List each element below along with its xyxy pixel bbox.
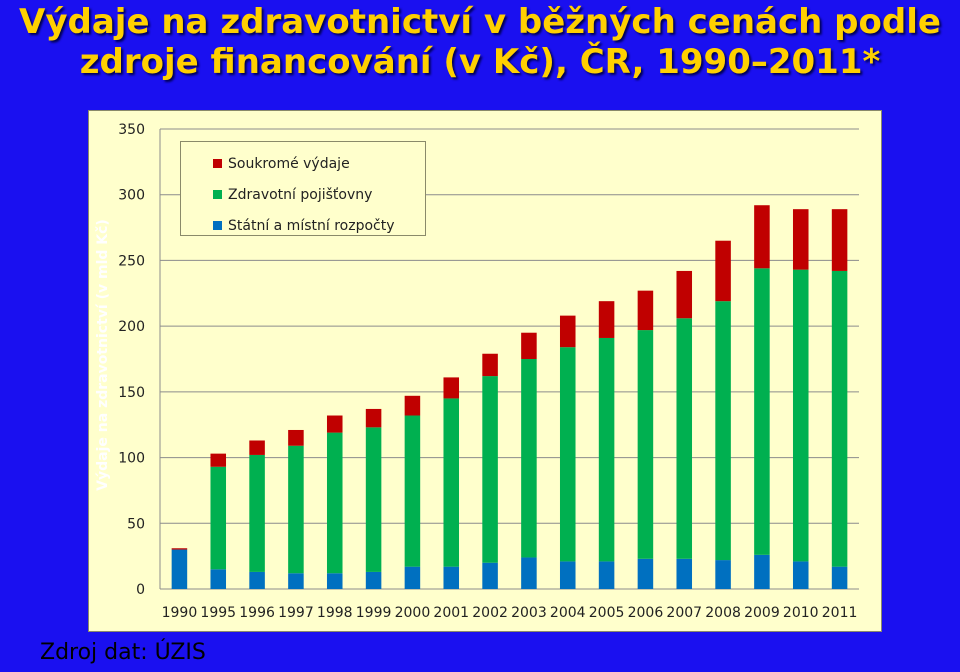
x-tick-label: 1999 — [356, 605, 392, 621]
x-tick-label: 2000 — [395, 605, 431, 621]
x-tick-label: 1998 — [317, 605, 353, 621]
bar-private-1995 — [210, 453, 227, 467]
bar-private-2001 — [443, 377, 460, 399]
bar-state-2003 — [521, 557, 537, 589]
bar-insurance-2001 — [443, 398, 460, 567]
bar-state-1990 — [171, 549, 188, 589]
x-tick-label: 1990 — [162, 605, 198, 621]
chart-legend: Soukromé výdaje Zdravotní pojišťovny Stá… — [180, 141, 426, 236]
bar-state-2009 — [754, 554, 770, 589]
x-tick-label: 2004 — [550, 605, 586, 621]
x-tick-label: 2009 — [744, 605, 780, 621]
bar-private-2009 — [754, 205, 770, 269]
bar-state-1998 — [326, 573, 343, 589]
bar-private-2003 — [521, 332, 537, 359]
bar-state-2001 — [443, 566, 460, 589]
bar-insurance-1997 — [288, 445, 304, 574]
bar-insurance-2004 — [559, 347, 576, 562]
bar-private-2011 — [831, 209, 848, 271]
x-tick-label: 2011 — [822, 605, 858, 621]
bar-private-1998 — [326, 415, 343, 433]
bar-private-1990 — [171, 548, 188, 550]
x-tick-label: 2008 — [705, 605, 741, 621]
bar-private-2000 — [404, 395, 421, 416]
legend-item-state: Státní a místní rozpočty — [181, 210, 425, 241]
y-tick-label: 300 — [118, 188, 145, 204]
x-tick-label: 1995 — [200, 605, 236, 621]
bar-private-2007 — [676, 270, 693, 319]
bar-state-2010 — [792, 561, 809, 589]
legend-label-private: Soukromé výdaje — [228, 155, 350, 172]
bar-state-1996 — [249, 571, 265, 589]
bar-state-2002 — [482, 562, 498, 589]
legend-swatch-insurance — [213, 190, 222, 199]
bar-state-2008 — [715, 560, 731, 589]
bar-insurance-2005 — [598, 337, 615, 562]
bar-insurance-1995 — [210, 466, 227, 570]
bar-insurance-2010 — [792, 269, 809, 562]
y-tick-label: 250 — [118, 253, 145, 269]
bar-insurance-1998 — [326, 432, 343, 574]
y-tick-label: 100 — [118, 451, 145, 467]
bar-state-2011 — [831, 566, 848, 589]
y-axis-label: Výdaje na zdravotnictví (v mld Kč) — [95, 219, 111, 491]
x-tick-label: 1996 — [239, 605, 275, 621]
legend-swatch-private — [213, 159, 222, 168]
bar-insurance-2006 — [637, 330, 654, 559]
bar-private-2005 — [598, 301, 615, 338]
y-tick-label: 0 — [136, 582, 145, 598]
bar-insurance-1999 — [365, 427, 382, 572]
bar-insurance-2011 — [831, 270, 848, 567]
page-title: Výdaje na zdravotnictví v běžných cenách… — [0, 2, 960, 82]
legend-item-private: Soukromé výdaje — [181, 148, 425, 179]
y-tick-label: 150 — [118, 385, 145, 401]
source-note: Zdroj dat: ÚZIS — [40, 640, 206, 665]
x-tick-label: 2010 — [783, 605, 819, 621]
bar-private-1997 — [288, 429, 304, 446]
x-tick-label: 2001 — [433, 605, 469, 621]
bar-private-1999 — [365, 408, 382, 428]
x-tick-label: 2006 — [628, 605, 664, 621]
legend-label-state: Státní a místní rozpočty — [228, 217, 395, 234]
x-tick-label: 2002 — [472, 605, 508, 621]
x-tick-label: 2003 — [511, 605, 547, 621]
bar-state-1997 — [288, 573, 304, 589]
bar-insurance-1996 — [249, 454, 265, 572]
bar-insurance-2007 — [676, 318, 693, 559]
legend-label-insurance: Zdravotní pojišťovny — [228, 186, 373, 203]
legend-item-insurance: Zdravotní pojišťovny — [181, 179, 425, 210]
y-tick-label: 350 — [118, 122, 145, 138]
bar-state-2007 — [676, 558, 693, 589]
x-tick-label: 2007 — [666, 605, 702, 621]
bar-private-2004 — [559, 315, 576, 348]
legend-swatch-state — [213, 221, 222, 230]
bar-state-2006 — [637, 558, 654, 589]
bar-insurance-2002 — [482, 376, 498, 563]
title-line-1: Výdaje na zdravotnictví v běžných cenách… — [19, 2, 941, 42]
bar-private-2010 — [792, 209, 809, 270]
bar-state-2000 — [404, 566, 421, 589]
title-line-2: zdroje financování (v Kč), ČR, 1990–2011… — [79, 42, 881, 82]
bar-insurance-2008 — [715, 301, 731, 561]
y-tick-label: 200 — [118, 319, 145, 335]
bar-state-2005 — [598, 561, 615, 589]
bar-state-1999 — [365, 571, 382, 589]
bar-private-2006 — [637, 290, 654, 331]
chart-panel: 0 50 100 150 200 250 300 350 1990 1995 1996 1997 199… — [88, 110, 882, 632]
bar-insurance-2000 — [404, 415, 421, 567]
x-tick-label: 1997 — [278, 605, 314, 621]
bar-state-2004 — [559, 561, 576, 589]
bar-private-1996 — [249, 440, 265, 455]
bar-state-1995 — [210, 569, 227, 589]
bar-private-2008 — [715, 240, 731, 302]
bar-insurance-2003 — [521, 359, 537, 558]
bar-private-2002 — [482, 353, 498, 377]
y-tick-label: 50 — [127, 516, 145, 532]
x-tick-label: 2005 — [589, 605, 625, 621]
bar-insurance-2009 — [754, 268, 770, 555]
